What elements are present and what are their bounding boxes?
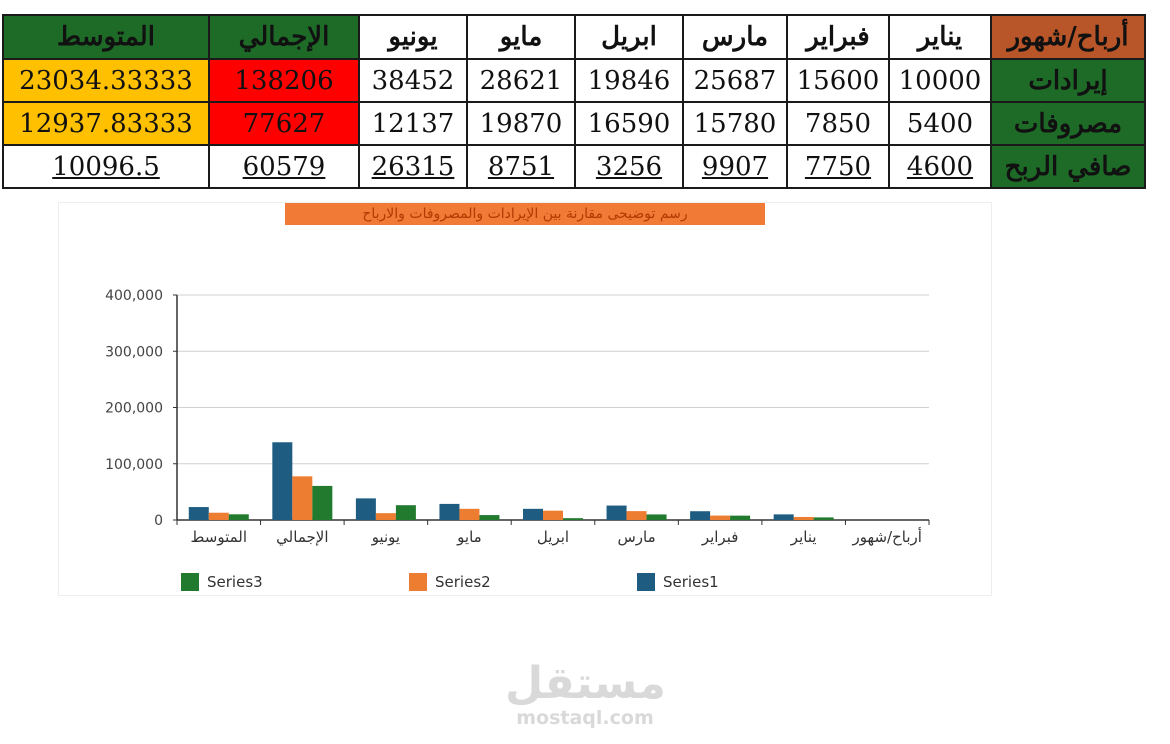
net-profit-row: 10096.5 60579 26315 8751 3256 9907 7750 …	[2, 144, 1146, 189]
month-header-may: مايو	[466, 14, 576, 60]
revenue-row: 23034.33333 138206 38452 28621 19846 256…	[2, 58, 1146, 103]
bar-series1-3	[606, 505, 627, 520]
expenses-apr: 16590	[574, 101, 684, 146]
y-tick-label: 0	[154, 513, 163, 529]
legend-label-series2: Series2	[435, 573, 491, 591]
month-header-apr: ابريل	[574, 14, 684, 60]
revenue-feb: 15600	[786, 58, 890, 103]
corner-header: أرباح/شهور	[990, 14, 1146, 60]
revenue-total: 138206	[208, 58, 360, 103]
net-profit-apr-link[interactable]: 3256	[574, 144, 684, 189]
y-tick-label: 200,000	[105, 401, 163, 417]
bar-series2-1	[793, 516, 814, 520]
bar-series1-5	[439, 503, 460, 520]
bar-series2-6	[375, 513, 396, 520]
x-tick-label: مايو	[456, 528, 482, 546]
net-profit-feb-link[interactable]: 7750	[786, 144, 890, 189]
bar-series3-6	[395, 505, 416, 520]
x-tick-label: الإجمالي	[276, 528, 328, 547]
bar-series3-4	[563, 518, 583, 520]
header-row: المتوسط الإجمالي يونيو مايو ابريل مارس ف…	[2, 14, 1146, 60]
expenses-jan: 5400	[888, 101, 992, 146]
bar-series1-1	[773, 514, 794, 520]
total-header: الإجمالي	[208, 14, 360, 60]
expenses-jun: 12137	[358, 101, 468, 146]
expenses-feb: 7850	[786, 101, 890, 146]
bar-series2-7	[292, 476, 313, 520]
month-header-feb: فبراير	[786, 14, 890, 60]
bar-series3-7	[312, 485, 333, 520]
net-profit-jun-link[interactable]: 26315	[358, 144, 468, 189]
bar-series3-8	[228, 514, 249, 520]
chart-title: رسم توضيحى مقارنة بين الإيرادات والمصروف…	[285, 203, 765, 225]
y-tick-label: 400,000	[105, 288, 163, 304]
bar-series1-6	[355, 498, 376, 520]
y-tick-label: 300,000	[105, 344, 163, 360]
net-profit-may-link[interactable]: 8751	[466, 144, 576, 189]
bar-series1-8	[188, 507, 209, 520]
bar-series2-3	[626, 511, 647, 520]
bar-series2-4	[543, 510, 563, 520]
profit-table: المتوسط الإجمالي يونيو مايو ابريل مارس ف…	[2, 14, 1146, 189]
revenue-apr: 19846	[574, 58, 684, 103]
net-profit-total-link[interactable]: 60579	[208, 144, 360, 189]
bar-series3-3	[646, 514, 667, 520]
month-header-jan: يناير	[888, 14, 992, 60]
x-tick-label: فبراير	[701, 528, 739, 546]
x-tick-label: يونيو	[371, 528, 400, 546]
bar-series1-7	[272, 442, 293, 520]
chart-container[interactable]: رسم توضيحى مقارنة بين الإيرادات والمصروف…	[58, 202, 992, 596]
expenses-label: مصروفات	[990, 101, 1146, 146]
month-header-jun: يونيو	[358, 14, 468, 60]
x-tick-label: المتوسط	[191, 528, 248, 546]
expenses-row: 12937.83333 77627 12137 19870 16590 1578…	[2, 101, 1146, 146]
legend-label-series1: Series1	[663, 573, 719, 591]
x-tick-label: ابريل	[537, 528, 569, 546]
bar-series1-4	[523, 508, 543, 520]
revenue-mar: 25687	[682, 58, 788, 103]
expenses-total: 77627	[208, 101, 360, 146]
revenue-avg: 23034.33333	[2, 58, 210, 103]
bar-series3-1	[813, 517, 834, 520]
revenue-may: 28621	[466, 58, 576, 103]
x-tick-label: يناير	[790, 528, 817, 546]
legend-label-series3: Series3	[207, 573, 263, 591]
y-tick-label: 100,000	[105, 457, 163, 473]
legend-swatch-series3	[181, 573, 199, 591]
watermark-arabic: مستقل	[505, 658, 666, 709]
expenses-avg: 12937.83333	[2, 101, 210, 146]
month-header-mar: مارس	[682, 14, 788, 60]
bar-series2-2	[710, 515, 731, 520]
watermark-latin: mostaql.com	[516, 707, 654, 729]
avg-header: المتوسط	[2, 14, 210, 60]
revenue-jun: 38452	[358, 58, 468, 103]
net-profit-avg-link[interactable]: 10096.5	[2, 144, 210, 189]
bar-series1-2	[690, 511, 711, 520]
x-tick-label: مارس	[617, 528, 655, 546]
legend-swatch-series2	[409, 573, 427, 591]
expenses-mar: 15780	[682, 101, 788, 146]
expenses-may: 19870	[466, 101, 576, 146]
revenue-label: إيرادات	[990, 58, 1146, 103]
bar-series3-5	[479, 515, 500, 520]
net-profit-label: صافي الربح	[990, 144, 1146, 189]
bar-chart: 0 100,000 200,000 300,000 400,000 أرباح/شهور ي…	[105, 288, 930, 591]
bar-series2-8	[208, 512, 229, 520]
bar-series2-5	[459, 508, 480, 520]
net-profit-mar-link[interactable]: 9907	[682, 144, 788, 189]
net-profit-jan-link[interactable]: 4600	[888, 144, 992, 189]
x-tick-label: أرباح/شهور	[852, 527, 922, 546]
revenue-jan: 10000	[888, 58, 992, 103]
mostaql-watermark: مستقل mostaql.com	[505, 658, 666, 729]
legend-swatch-series1	[637, 573, 655, 591]
bar-series3-2	[730, 515, 751, 520]
